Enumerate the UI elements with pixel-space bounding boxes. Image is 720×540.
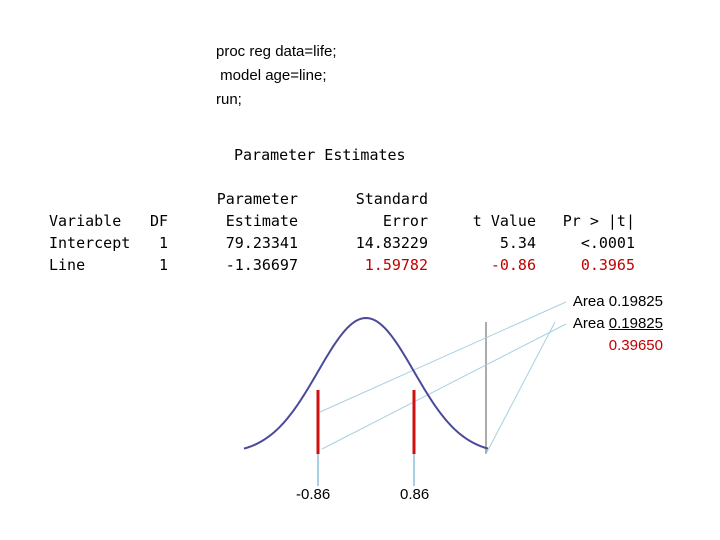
code-line-2: model age=line;: [216, 67, 327, 84]
sas-code: proc reg data=life; model age=line; run;: [216, 40, 337, 112]
table-cell-highlight: 0.3965: [580, 256, 635, 274]
column-standard-error: Standard Error 14.83229 1.59782: [326, 188, 428, 276]
table-cell: Estimate: [225, 212, 298, 230]
table-cell: Intercept: [49, 234, 131, 252]
critical-value-low-label: -0.86: [296, 486, 331, 503]
area-label: Area: [572, 315, 605, 332]
column-p-value: Pr > |t| <.0001 0.3965: [545, 188, 635, 276]
table-cell: 79.23341: [225, 234, 298, 252]
parameter-estimates-table: Variable Intercept Line DF 1 1 Parameter…: [0, 188, 720, 288]
table-cell: Line: [49, 256, 86, 274]
leader-line-upper: [319, 301, 567, 413]
table-cell: Error: [382, 212, 428, 230]
area-lower-value: 0.19825: [608, 315, 663, 332]
table-cell-highlight: -0.86: [490, 256, 536, 274]
table-cell-highlight: 1.59782: [364, 256, 428, 274]
area-upper-value: 0.19825: [608, 293, 663, 310]
leader-line-lower: [321, 323, 567, 450]
column-df: DF 1 1: [142, 188, 168, 276]
column-estimate: Parameter Estimate 79.23341 -1.36697: [196, 188, 298, 276]
table-cell: DF: [149, 212, 168, 230]
table-cell: 1: [158, 256, 168, 274]
area-label: Area: [572, 293, 605, 310]
table-cell: Pr > |t|: [562, 212, 635, 230]
table-cell: <.0001: [580, 234, 635, 252]
table-cell: 14.83229: [355, 234, 428, 252]
code-line-3: run;: [216, 91, 242, 108]
table-cell: Standard: [355, 190, 428, 208]
area-annotations: Area 0.19825 Area 0.19825 0.39650: [573, 291, 663, 357]
critical-value-high-label: 0.86: [400, 486, 430, 503]
table-cell: 5.34: [499, 234, 536, 252]
area-upper: Area 0.19825: [573, 291, 663, 313]
area-total: 0.39650: [608, 337, 663, 354]
code-line-1: proc reg data=life;: [216, 43, 337, 60]
table-title: Parameter Estimates: [234, 146, 406, 164]
table-cell: -1.36697: [225, 256, 298, 274]
table-cell: Parameter: [216, 190, 298, 208]
column-t-value: t Value 5.34 -0.86: [452, 188, 536, 276]
normal-curve: [243, 316, 489, 450]
table-cell: 1: [158, 234, 168, 252]
column-variable: Variable Intercept Line: [49, 188, 130, 276]
area-lower: Area 0.19825: [573, 313, 663, 335]
table-cell: Variable: [49, 212, 122, 230]
table-cell: t Value: [472, 212, 536, 230]
leader-line-total: [485, 321, 556, 455]
